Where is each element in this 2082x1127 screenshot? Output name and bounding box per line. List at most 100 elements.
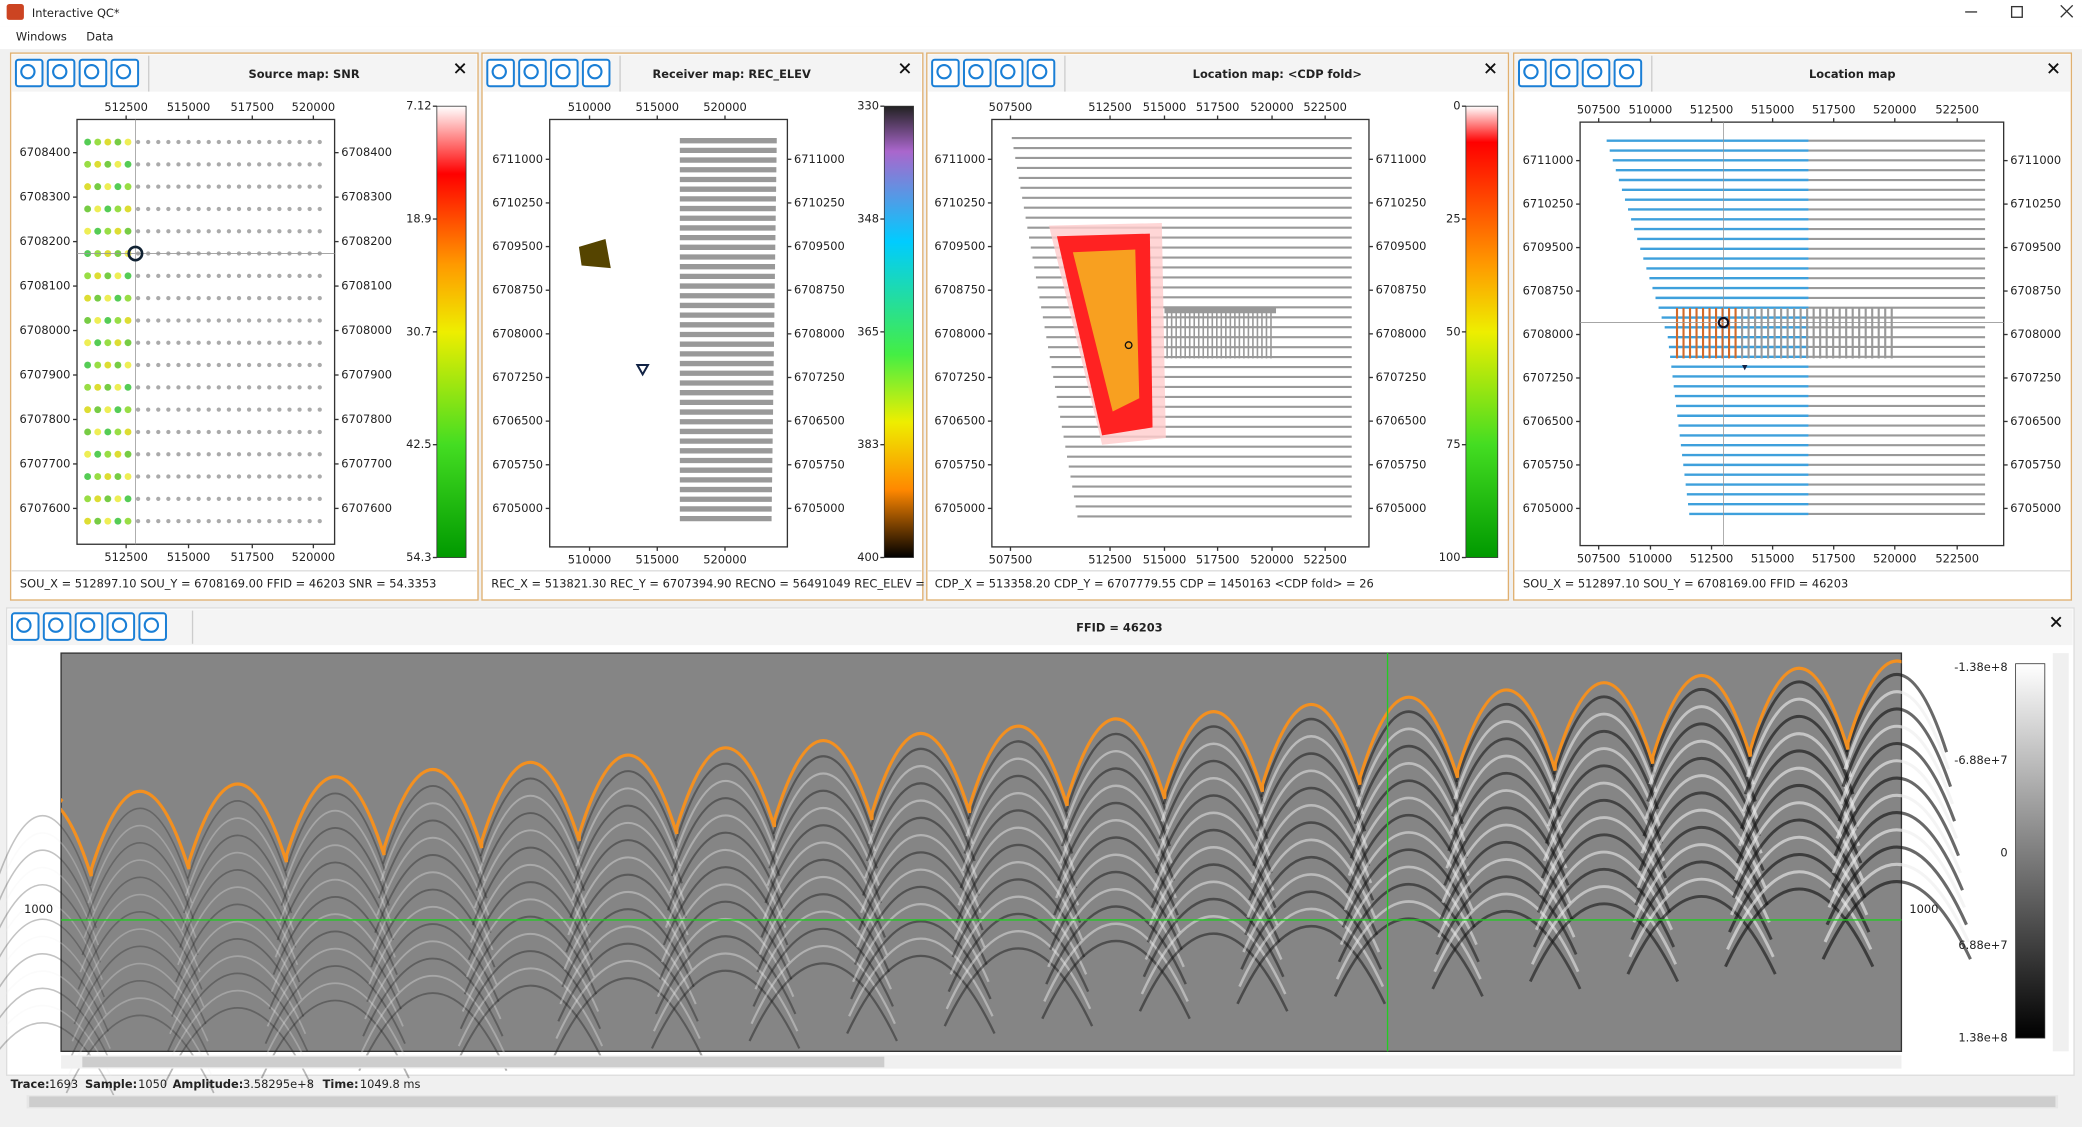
source-point xyxy=(227,229,231,233)
toolbar-button[interactable] xyxy=(44,613,71,640)
toolbar-button[interactable] xyxy=(1583,60,1610,87)
toolbar-button[interactable] xyxy=(80,60,107,87)
menu-item[interactable]: Windows xyxy=(16,30,67,44)
source-point xyxy=(156,385,160,389)
window-scroll-thumb[interactable] xyxy=(29,1096,2055,1107)
toolbar-button[interactable] xyxy=(48,60,75,87)
source-point xyxy=(267,229,271,233)
toolbar-button[interactable] xyxy=(139,613,166,640)
source-point xyxy=(318,274,322,278)
source-point xyxy=(287,385,291,389)
source-point xyxy=(176,519,180,523)
source-point xyxy=(257,296,261,300)
source-point xyxy=(94,362,101,369)
source-point xyxy=(247,474,251,478)
source-point xyxy=(237,430,241,434)
toolbar-button[interactable] xyxy=(487,60,514,87)
source-point xyxy=(227,318,231,322)
y-tick-label: 6708100 xyxy=(20,279,71,293)
source-point xyxy=(114,183,121,190)
y-tick-label: 6705000 xyxy=(2010,501,2061,515)
x-tick-label: 515000 xyxy=(635,100,679,114)
source-point xyxy=(207,140,211,144)
source-point xyxy=(217,519,221,523)
source-point xyxy=(227,341,231,345)
source-point xyxy=(297,185,301,189)
source-point xyxy=(114,317,121,324)
source-point xyxy=(217,474,221,478)
y-tick-label: 6709500 xyxy=(1376,239,1427,253)
x-tick-label: 510000 xyxy=(568,100,612,114)
colorbar-label: 348 xyxy=(857,212,879,226)
toolbar-button[interactable] xyxy=(964,60,991,87)
toolbar-button[interactable] xyxy=(932,60,959,87)
menu-bar xyxy=(0,27,2082,50)
toolbar-button[interactable] xyxy=(996,60,1023,87)
source-point xyxy=(156,430,160,434)
y-tick-label: 6707250 xyxy=(492,370,543,384)
source-point xyxy=(237,229,241,233)
y-tick-label: 6708000 xyxy=(492,326,543,340)
y-tick-label: 6711000 xyxy=(1376,152,1427,166)
y-tick-label: 6708400 xyxy=(341,145,392,159)
source-point xyxy=(318,207,322,211)
source-point xyxy=(104,473,111,480)
source-point xyxy=(94,406,101,413)
source-point xyxy=(227,452,231,456)
source-point xyxy=(94,384,101,391)
source-point xyxy=(166,296,170,300)
x-tick-label: 520000 xyxy=(292,550,336,564)
toolbar-button[interactable] xyxy=(112,60,139,87)
source-point xyxy=(114,473,121,480)
toolbar-button[interactable] xyxy=(76,613,103,640)
x-tick-label: 515000 xyxy=(167,550,211,564)
y-tick-label: 6706500 xyxy=(1523,414,1574,428)
source-point xyxy=(297,363,301,367)
source-point xyxy=(84,295,91,302)
toolbar-button[interactable] xyxy=(1615,60,1642,87)
y-tick-label: 6707250 xyxy=(2010,370,2061,384)
source-point xyxy=(257,274,261,278)
source-point xyxy=(176,341,180,345)
toolbar-button[interactable] xyxy=(16,60,43,87)
y-tick-label: 6705000 xyxy=(1376,501,1427,515)
source-point xyxy=(94,205,101,212)
source-point xyxy=(308,474,312,478)
source-point xyxy=(84,451,91,458)
source-point xyxy=(186,229,190,233)
toolbar-button[interactable] xyxy=(108,613,135,640)
y-tick-label: 6705750 xyxy=(2010,457,2061,471)
source-point xyxy=(125,295,132,302)
source-point xyxy=(156,341,160,345)
toolbar-button[interactable] xyxy=(1551,60,1578,87)
source-point xyxy=(277,341,281,345)
source-point xyxy=(84,205,91,212)
source-point xyxy=(166,162,170,166)
source-point xyxy=(287,162,291,166)
toolbar-button[interactable] xyxy=(551,60,578,87)
source-point xyxy=(114,495,121,502)
source-point xyxy=(125,205,132,212)
source-point xyxy=(186,162,190,166)
source-point xyxy=(146,385,150,389)
toolbar-button[interactable] xyxy=(519,60,546,87)
source-point xyxy=(318,162,322,166)
source-point xyxy=(104,205,111,212)
x-tick-label: 522500 xyxy=(1303,100,1347,114)
source-point xyxy=(156,363,160,367)
toolbar-button[interactable] xyxy=(12,613,39,640)
toolbar-button[interactable] xyxy=(583,60,610,87)
source-point xyxy=(125,428,132,435)
source-point xyxy=(297,452,301,456)
source-point xyxy=(217,162,221,166)
source-point xyxy=(84,272,91,279)
source-point xyxy=(136,318,140,322)
source-point xyxy=(125,451,132,458)
toolbar-button[interactable] xyxy=(1028,60,1055,87)
y-tick-label: 6709500 xyxy=(2010,240,2061,254)
menu-item[interactable]: Data xyxy=(86,30,113,44)
x-tick-label: 512500 xyxy=(1088,100,1132,114)
h-scroll-thumb[interactable] xyxy=(82,1057,884,1068)
toolbar-button[interactable] xyxy=(1519,60,1546,87)
source-point xyxy=(125,406,132,413)
